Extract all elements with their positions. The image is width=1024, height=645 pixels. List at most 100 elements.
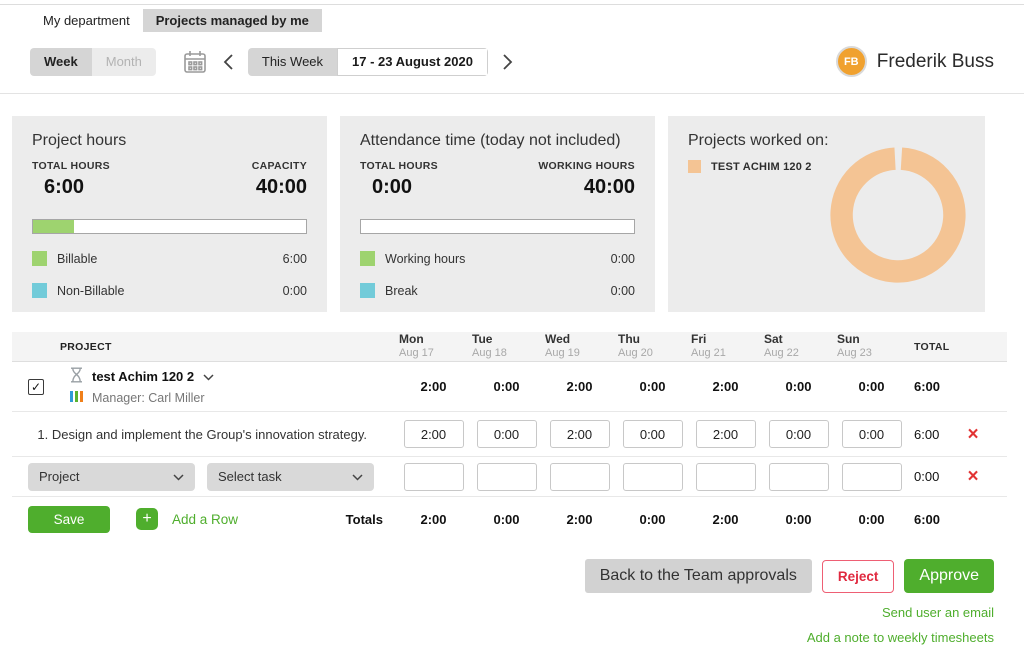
project-day-value: 2:00: [566, 379, 593, 394]
month-toggle-button[interactable]: Month: [91, 47, 156, 76]
project-day-value: 2:00: [712, 379, 739, 394]
time-input-thu[interactable]: [622, 420, 683, 448]
total-hours-label: TOTAL HOURS: [360, 160, 438, 172]
donut-segment: [830, 147, 966, 283]
project-day-value: 0:00: [785, 379, 812, 394]
week-month-toggle: Week Month: [30, 47, 156, 76]
totals-day-value: 0:00: [785, 511, 812, 527]
day-header-fri: Fri Aug 21: [691, 332, 726, 360]
project-select[interactable]: Project: [28, 462, 195, 491]
legend-billable: Billable 6:00: [32, 251, 307, 266]
add-row-icon[interactable]: +: [136, 508, 158, 530]
projects-donut-chart: [827, 144, 969, 289]
total-hours-value: 6:00: [44, 176, 85, 198]
time-input-sat[interactable]: [768, 420, 829, 448]
non-billable-label: Non-Billable: [57, 283, 125, 298]
new-time-input-wed[interactable]: [549, 462, 610, 491]
toolbar: Week Month This Week 17 - 23 August 2020…: [30, 46, 994, 93]
tab-projects-managed-by-me[interactable]: Projects managed by me: [142, 9, 322, 32]
project-day-value: 0:00: [858, 379, 885, 394]
new-time-input-tue[interactable]: [476, 462, 537, 491]
previous-week-icon[interactable]: [222, 53, 234, 71]
save-button[interactable]: Save: [28, 505, 110, 533]
project-select-label: Project: [39, 469, 80, 484]
project-legend-label: TEST ACHIM 120 2: [711, 160, 812, 173]
totals-day-value: 2:00: [420, 511, 447, 527]
tab-my-department[interactable]: My department: [43, 13, 130, 28]
back-to-team-approvals-button[interactable]: Back to the Team approvals: [584, 559, 812, 593]
calendar-icon[interactable]: [182, 49, 208, 75]
tab-bar: My department Projects managed by me: [30, 9, 1024, 32]
reject-button[interactable]: Reject: [821, 559, 895, 593]
task-row: 1. Design and implement the Group's inno…: [12, 412, 1007, 457]
next-week-icon[interactable]: [502, 53, 514, 71]
donut-legend: TEST ACHIM 120 2: [688, 160, 965, 173]
this-week-button[interactable]: This Week: [247, 47, 338, 76]
footer-links: Send user an email Add a note to weekly …: [0, 605, 994, 645]
totals-label: Totals: [345, 511, 383, 527]
project-hours-progressbar: [32, 219, 307, 234]
project-column-header: PROJECT: [60, 340, 112, 353]
legend-working-hours: Working hours 0:00: [360, 251, 635, 266]
billable-label: Billable: [57, 251, 98, 266]
project-manager: Manager: Carl Miller: [92, 391, 205, 405]
progress-fill: [33, 220, 74, 233]
legend-break: Break 0:00: [360, 283, 635, 298]
working-hours-label: WORKING HOURS: [538, 160, 635, 172]
day-header-wed: Wed Aug 19: [545, 332, 580, 360]
day-header-mon: Mon Aug 17: [399, 332, 434, 360]
add-note-weekly-timesheets-link[interactable]: Add a note to weekly timesheets: [806, 630, 994, 645]
chevron-down-icon[interactable]: [203, 369, 214, 384]
new-time-input-fri[interactable]: [695, 462, 756, 491]
chevron-down-icon: [173, 469, 184, 484]
billable-color-swatch: [32, 251, 47, 266]
send-user-email-link[interactable]: Send user an email: [881, 605, 994, 620]
totals-day-value: 0:00: [858, 511, 885, 527]
time-input-wed[interactable]: [549, 420, 610, 448]
break-label: Break: [385, 283, 418, 298]
project-total: 6:00: [914, 379, 941, 394]
toolbar-divider: [0, 93, 1024, 94]
project-hours-card: Project hours TOTAL HOURS CAPACITY 6:00 …: [12, 116, 327, 312]
project-row-checkbox[interactable]: ✓: [28, 378, 44, 395]
approval-actions: Back to the Team approvals Reject Approv…: [0, 559, 994, 593]
timesheet-header-row: PROJECT Mon Aug 17 Tue Aug 18 Wed Aug 19…: [12, 332, 1007, 362]
capacity-value: 40:00: [255, 176, 307, 198]
week-selector: This Week 17 - 23 August 2020: [247, 47, 488, 76]
card-title: Projects worked on:: [688, 132, 829, 149]
new-time-input-thu[interactable]: [622, 462, 683, 491]
working-hours-value: 40:00: [583, 176, 635, 198]
delete-row-icon[interactable]: ×: [967, 423, 979, 445]
totals-day-value: 2:00: [566, 511, 593, 527]
user-name: Frederik Buss: [876, 50, 994, 72]
task-select[interactable]: Select task: [207, 462, 374, 491]
week-toggle-button[interactable]: Week: [30, 47, 92, 76]
legend-non-billable: Non-Billable 0:00: [32, 283, 307, 298]
new-time-input-sat[interactable]: [768, 462, 829, 491]
time-input-mon[interactable]: [403, 420, 464, 448]
new-time-input-sun[interactable]: [841, 462, 902, 491]
hourglass-icon: [70, 367, 83, 386]
approve-button[interactable]: Approve: [904, 559, 994, 593]
new-time-input-mon[interactable]: [403, 462, 464, 491]
non-billable-color-swatch: [32, 283, 47, 298]
day-header-sat: Sat Aug 22: [764, 332, 799, 360]
time-input-sun[interactable]: [841, 420, 902, 448]
totals-day-value: 2:00: [712, 511, 739, 527]
non-billable-value: 0:00: [282, 283, 307, 298]
break-color-swatch: [360, 283, 375, 298]
billable-value: 6:00: [282, 251, 307, 266]
attendance-progressbar: [360, 219, 635, 234]
project-name[interactable]: test Achim 120 2: [92, 369, 195, 384]
date-range-display[interactable]: 17 - 23 August 2020: [337, 47, 488, 76]
time-input-fri[interactable]: [695, 420, 756, 448]
timesheet-table: PROJECT Mon Aug 17 Tue Aug 18 Wed Aug 19…: [12, 332, 1007, 541]
time-input-tue[interactable]: [476, 420, 537, 448]
delete-row-icon[interactable]: ×: [967, 466, 979, 487]
avatar: FB: [835, 46, 867, 77]
new-row-total: 0:00: [914, 469, 940, 484]
project-day-value: 0:00: [493, 379, 520, 394]
add-a-row-link[interactable]: Add a Row: [172, 511, 239, 527]
working-hours-color-swatch: [360, 251, 375, 266]
check-icon: ✓: [30, 379, 42, 394]
